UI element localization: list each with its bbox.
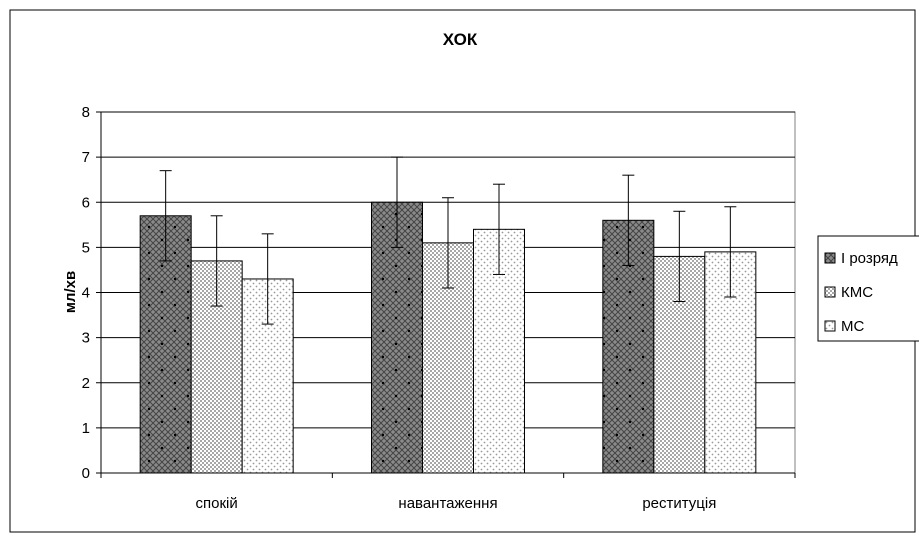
y-tick-label: 7 [82, 149, 90, 166]
y-tick-label: 6 [82, 194, 90, 211]
x-tick-label: навантаження [398, 495, 497, 512]
legend-label: МС [841, 318, 864, 335]
error-bars [159, 156, 737, 325]
y-tick-labels: 0 1 2 3 4 5 6 7 8 [82, 104, 90, 482]
legend-swatch [824, 320, 836, 332]
x-tick-label: реституція [642, 495, 716, 512]
y-tick-label: 8 [82, 104, 90, 121]
y-tick-label: 5 [82, 239, 90, 256]
legend-label: І розряд [841, 250, 898, 267]
legend-label: КМС [841, 284, 873, 301]
axes [96, 111, 796, 478]
y-tick-label: 2 [82, 375, 90, 392]
legend-swatch [824, 286, 836, 298]
chart-title: ХОК [443, 30, 478, 49]
y-tick-label: 4 [82, 285, 90, 302]
y-tick-label: 0 [82, 465, 90, 482]
y-tick-label: 3 [82, 330, 90, 347]
x-tick-labels: спокій навантаження реституція [196, 495, 717, 512]
y-axis-label: мл/хв [62, 271, 79, 313]
y-tick-label: 1 [82, 420, 90, 437]
legend: І розряд КМС МС [817, 235, 919, 342]
x-tick-label: спокій [196, 495, 238, 512]
legend-swatch [824, 252, 836, 264]
